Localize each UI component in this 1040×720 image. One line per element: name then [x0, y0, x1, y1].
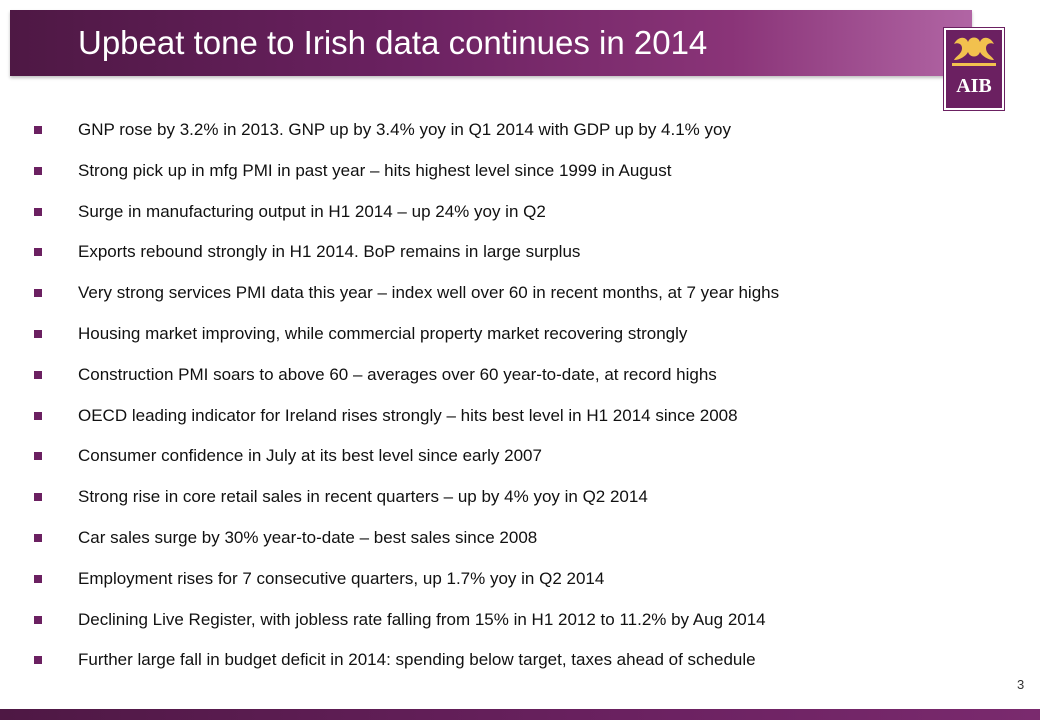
- bullet-text: Further large fall in budget deficit in …: [78, 650, 756, 670]
- bullet-item: Declining Live Register, with jobless ra…: [34, 610, 779, 651]
- bullet-square-icon: [34, 411, 42, 420]
- bullet-text: Strong rise in core retail sales in rece…: [78, 487, 648, 507]
- bullet-text: Car sales surge by 30% year-to-date – be…: [78, 527, 538, 547]
- bullet-text: Consumer confidence in July at its best …: [78, 446, 542, 466]
- bullet-square-icon: [34, 289, 42, 298]
- bullet-item: Employment rises for 7 consecutive quart…: [34, 569, 779, 610]
- bullet-text: Construction PMI soars to above 60 – ave…: [78, 364, 717, 384]
- bullet-square-icon: [34, 248, 42, 257]
- bullet-item: Surge in manufacturing output in H1 2014…: [34, 202, 779, 243]
- bullet-item: Strong rise in core retail sales in rece…: [34, 487, 779, 528]
- bullet-text: Employment rises for 7 consecutive quart…: [78, 568, 605, 588]
- bullet-text: Surge in manufacturing output in H1 2014…: [78, 201, 546, 221]
- bullet-text: Declining Live Register, with jobless ra…: [78, 609, 766, 629]
- bullet-square-icon: [34, 656, 42, 665]
- bullet-item: Strong pick up in mfg PMI in past year –…: [34, 161, 779, 202]
- aib-logo-icon: AIB: [952, 37, 996, 97]
- bullet-square-icon: [34, 370, 42, 379]
- footer-bar: [0, 709, 1040, 720]
- bullet-item: Housing market improving, while commerci…: [34, 324, 779, 365]
- bullet-item: GNP rose by 3.2% in 2013. GNP up by 3.4%…: [34, 120, 779, 161]
- bullet-item: Further large fall in budget deficit in …: [34, 650, 779, 691]
- title-bar: [10, 10, 972, 76]
- bullet-text: Exports rebound strongly in H1 2014. BoP…: [78, 242, 581, 262]
- bullet-text: Strong pick up in mfg PMI in past year –…: [78, 160, 672, 180]
- page-number: 3: [1017, 677, 1025, 692]
- bullet-text: Housing market improving, while commerci…: [78, 323, 688, 343]
- bullet-text: OECD leading indicator for Ireland rises…: [78, 405, 738, 425]
- bullet-item: OECD leading indicator for Ireland rises…: [34, 406, 779, 447]
- aib-logo: AIB: [944, 28, 1004, 110]
- bullet-square-icon: [34, 493, 42, 502]
- bullet-square-icon: [34, 574, 42, 583]
- bullet-square-icon: [34, 452, 42, 461]
- bullet-text: Very strong services PMI data this year …: [78, 283, 780, 303]
- bullet-square-icon: [34, 126, 42, 134]
- bullet-item: Very strong services PMI data this year …: [34, 283, 779, 324]
- bullet-square-icon: [34, 533, 42, 542]
- bullet-item: Consumer confidence in July at its best …: [34, 446, 779, 487]
- bullet-square-icon: [34, 615, 42, 624]
- bullet-item: Exports rebound strongly in H1 2014. BoP…: [34, 242, 779, 283]
- bullet-item: Car sales surge by 30% year-to-date – be…: [34, 528, 779, 569]
- bullet-square-icon: [34, 329, 42, 338]
- bullet-square-icon: [34, 207, 42, 216]
- bullet-list: GNP rose by 3.2% in 2013. GNP up by 3.4%…: [34, 120, 779, 691]
- logo-text: AIB: [956, 75, 992, 97]
- bullet-square-icon: [34, 166, 42, 175]
- slide-title: Upbeat tone to Irish data continues in 2…: [78, 24, 708, 61]
- bullet-text: GNP rose by 3.2% in 2013. GNP up by 3.4%…: [78, 120, 731, 139]
- bullet-item: Construction PMI soars to above 60 – ave…: [34, 365, 779, 406]
